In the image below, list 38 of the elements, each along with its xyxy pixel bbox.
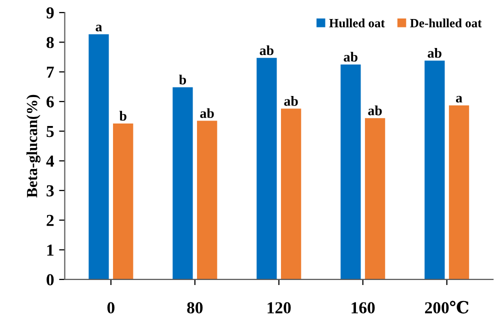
bar xyxy=(197,120,218,280)
bar xyxy=(172,87,193,280)
x-tick-label: 80 xyxy=(187,302,203,314)
data-label: b xyxy=(179,74,186,84)
data-label: ab xyxy=(344,52,358,62)
data-label: ab xyxy=(284,96,298,106)
bar xyxy=(113,123,134,280)
data-label: ab xyxy=(428,48,442,58)
y-tick-label: 8 xyxy=(46,36,54,48)
legend-label: De-hulled oat xyxy=(410,18,482,28)
bar xyxy=(364,118,386,280)
y-tick-label: 4 xyxy=(46,156,54,167)
y-tick-label: 6 xyxy=(46,96,54,108)
y-tick-label: 1 xyxy=(47,244,54,256)
x-tick-label: 200℃ xyxy=(425,300,468,314)
y-axis-title: Beta-glucan(%) xyxy=(26,94,40,198)
data-label: ab xyxy=(260,45,274,56)
bar xyxy=(88,34,109,280)
data-label: b xyxy=(119,110,126,121)
y-tick-label: 0 xyxy=(46,274,54,286)
legend-label: Hulled oat xyxy=(329,18,385,28)
y-tick-label: 5 xyxy=(46,126,54,138)
data-label: a xyxy=(456,96,462,103)
x-tick-label: 0 xyxy=(107,302,114,314)
data-label: ab xyxy=(200,108,214,118)
data-label: ab xyxy=(368,106,382,116)
x-tick-label: 120 xyxy=(268,302,291,314)
bar xyxy=(424,60,445,280)
x-tick-label: 160 xyxy=(352,302,375,314)
bar xyxy=(340,64,361,280)
y-tick-label: 3 xyxy=(46,185,54,196)
y-tick-label: 2 xyxy=(46,214,54,226)
bar xyxy=(448,105,470,280)
y-tick-label: 9 xyxy=(46,7,54,19)
data-label: a xyxy=(96,24,102,32)
bar xyxy=(256,58,277,280)
y-tick-label: 7 xyxy=(46,66,54,78)
bar xyxy=(280,108,302,280)
